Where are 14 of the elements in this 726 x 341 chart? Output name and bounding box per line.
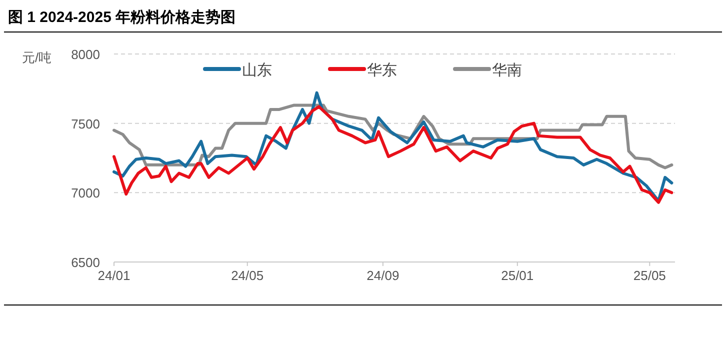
y-axis-title: 元/吨: [22, 50, 52, 65]
chart-title: 图 1 2024-2025 年粉料价格走势图: [8, 9, 236, 26]
x-tick-label: 25/05: [633, 268, 666, 283]
y-tick-label: 6500: [71, 255, 100, 270]
y-tick-label: 7500: [71, 116, 100, 132]
x-tick-label: 25/01: [501, 268, 534, 283]
legend-label: 山东: [242, 62, 272, 79]
legend-label: 华南: [492, 62, 522, 79]
y-tick-label: 8000: [71, 47, 100, 62]
x-tick-label: 24/01: [98, 268, 130, 283]
legend-label: 华东: [367, 62, 397, 79]
y-tick-label: 7000: [71, 186, 100, 201]
x-tick-label: 24/05: [231, 268, 264, 283]
x-tick-label: 24/09: [366, 268, 400, 283]
